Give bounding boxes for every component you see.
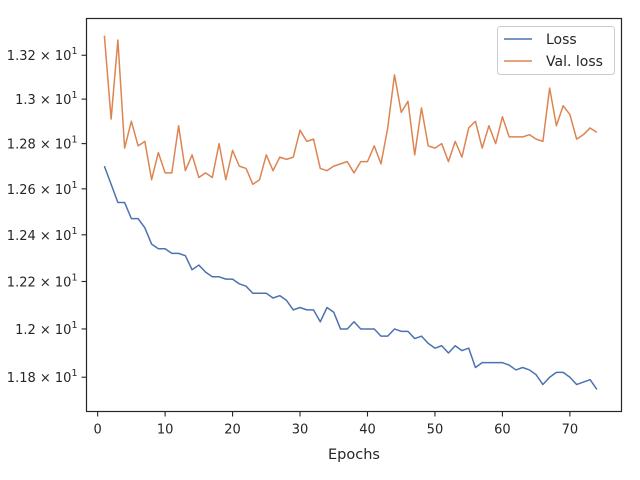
x-tick-label: 20 (224, 423, 241, 438)
legend: Loss Val. loss (497, 26, 615, 75)
x-axis-ticks: 0 10 20 30 40 50 60 70 (93, 411, 579, 438)
y-tick-label: 1.24 × 101 (7, 226, 78, 244)
x-tick-label: 0 (93, 423, 101, 438)
y-tick-label: 1.32 × 101 (7, 46, 78, 64)
legend-label-2: Val. loss (546, 54, 603, 70)
series-line-2 (103, 35, 598, 186)
y-tick-label: 1.18 × 101 (7, 368, 78, 386)
y-axis-ticks: 1.18 × 101 1.2 × 101 1.22 × 101 1.24 × 101 1… (7, 46, 87, 386)
x-tick-label: 50 (427, 423, 444, 438)
x-axis-label: Epochs (328, 447, 380, 463)
legend-label-1: Loss (546, 32, 577, 48)
plot-frame (85, 17, 623, 413)
y-tick-label: 1.28 × 101 (7, 135, 78, 153)
series-line-1 (103, 165, 598, 390)
x-tick-label: 10 (157, 423, 174, 438)
y-tick-label: 1.3 × 101 (15, 90, 77, 108)
series-layer (103, 35, 598, 390)
x-tick-label: 60 (494, 423, 511, 438)
x-tick-label: 70 (562, 423, 579, 438)
y-tick-label: 1.26 × 101 (7, 180, 78, 198)
y-tick-label: 1.22 × 101 (7, 272, 78, 290)
x-tick-label: 40 (359, 423, 376, 438)
x-tick-label: 30 (292, 423, 309, 438)
y-tick-label: 1.2 × 101 (15, 320, 77, 338)
